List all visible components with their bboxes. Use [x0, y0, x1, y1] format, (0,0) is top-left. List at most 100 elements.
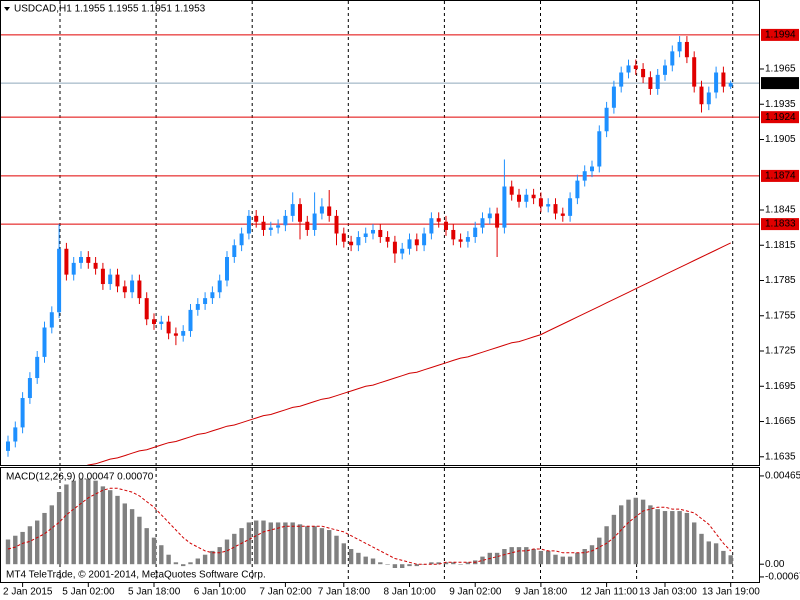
macd-bar	[538, 550, 544, 565]
candle-body	[100, 268, 105, 285]
macd-bar	[414, 564, 419, 567]
candle-body	[626, 65, 631, 73]
moving-average	[86, 242, 731, 465]
y-tick-label: 0.00465	[765, 471, 800, 482]
macd-bar	[100, 486, 106, 565]
macd-bar	[137, 516, 142, 565]
candle-body	[597, 131, 602, 167]
macd-bar	[721, 550, 726, 565]
macd-bar	[648, 505, 653, 565]
macd-bar	[239, 528, 244, 565]
macd-bar	[144, 528, 149, 565]
macd-bar	[115, 495, 120, 565]
candle-body	[655, 74, 660, 89]
x-tick-label: 13 Jan 03:00	[639, 587, 697, 598]
candle-body	[385, 237, 390, 242]
macd-bar	[589, 545, 595, 565]
candle-body	[246, 215, 251, 234]
macd-bar	[195, 558, 200, 565]
macd-bar	[20, 531, 25, 565]
macd-plot	[5, 468, 734, 582]
macd-bar	[509, 547, 514, 565]
candle-body	[122, 286, 127, 293]
macd-bar	[202, 554, 208, 565]
macd-bar	[27, 526, 33, 565]
candle-body	[283, 215, 288, 226]
macd-bar	[553, 554, 558, 565]
x-tick-label: 12 Jan 11:00	[581, 587, 639, 598]
macd-bar	[5, 539, 11, 565]
watermark: MT4 TeleTrade, © 2001-2014, MetaQuotes S…	[6, 570, 266, 581]
macd-bar	[210, 550, 215, 565]
candle-body	[560, 213, 565, 216]
candle-body	[553, 204, 558, 214]
candle-body	[684, 41, 689, 58]
candle-body	[166, 321, 171, 334]
macd-bar	[93, 480, 98, 565]
candle-body	[203, 298, 208, 305]
x-tick-label: 7 Jan 02:00	[259, 587, 312, 598]
candle-body	[159, 321, 164, 324]
macd-bar	[159, 545, 164, 565]
macd-bar	[502, 549, 507, 565]
candle-body	[590, 166, 594, 172]
macd-bar	[546, 550, 551, 565]
macd-bar	[268, 522, 273, 565]
macd-bar	[261, 520, 266, 565]
candle-body	[276, 225, 281, 228]
macd-bar	[465, 562, 471, 565]
candle-body	[473, 227, 478, 238]
macd-bar	[400, 564, 405, 569]
menu-arrow[interactable]	[4, 7, 10, 11]
macd-bar	[494, 552, 500, 565]
candle-body	[225, 257, 229, 281]
macd-bar	[597, 537, 602, 565]
candle-body	[706, 92, 711, 105]
candle-body	[502, 186, 507, 228]
candle-body	[509, 186, 514, 195]
candle-body	[721, 72, 726, 87]
candle-body	[268, 227, 273, 230]
candle-body	[79, 257, 83, 263]
level-label-box	[761, 111, 799, 124]
candle-body	[575, 180, 580, 199]
macd-bar	[327, 530, 332, 565]
x-tick-label: 2 Jan 2015	[3, 587, 53, 598]
macd-bar	[640, 499, 646, 565]
macd-bar	[305, 526, 310, 565]
macd-bar	[71, 480, 76, 565]
macd-bar	[560, 556, 565, 565]
price-frame	[0, 0, 760, 466]
candle-body	[692, 57, 697, 87]
candle-body	[239, 233, 244, 246]
y-tick-label: 1.1965	[765, 64, 796, 75]
macd-bar	[42, 512, 47, 565]
macd-bar	[13, 535, 18, 565]
y-tick-label: 1.1725	[765, 346, 796, 357]
macd-bar	[166, 554, 171, 565]
macd-bar	[363, 556, 368, 565]
candle-body	[363, 233, 368, 238]
candle-body	[349, 241, 354, 246]
macd-bar	[78, 478, 84, 565]
candle-body	[663, 65, 667, 75]
candle-body	[619, 72, 624, 87]
macd-header: MACD(12,26,9) 0.00047 0.00070	[6, 472, 154, 483]
candle-body	[604, 107, 609, 132]
candle-body	[64, 248, 69, 275]
macd-frame	[0, 467, 760, 583]
level-label-box	[761, 28, 799, 41]
candle-body	[531, 194, 536, 199]
y-tick-label: 1.1845	[765, 205, 796, 216]
candle-body	[86, 257, 91, 263]
candle-body	[699, 86, 704, 105]
macd-bar	[35, 520, 40, 565]
macd-bar	[334, 535, 339, 565]
level-label: 1.1994	[765, 30, 796, 41]
y-tick-label: 1.1665	[765, 416, 796, 427]
candle-body	[57, 248, 62, 313]
candle-body	[334, 215, 339, 234]
macd-bar	[64, 484, 69, 565]
candle-body	[261, 221, 266, 230]
